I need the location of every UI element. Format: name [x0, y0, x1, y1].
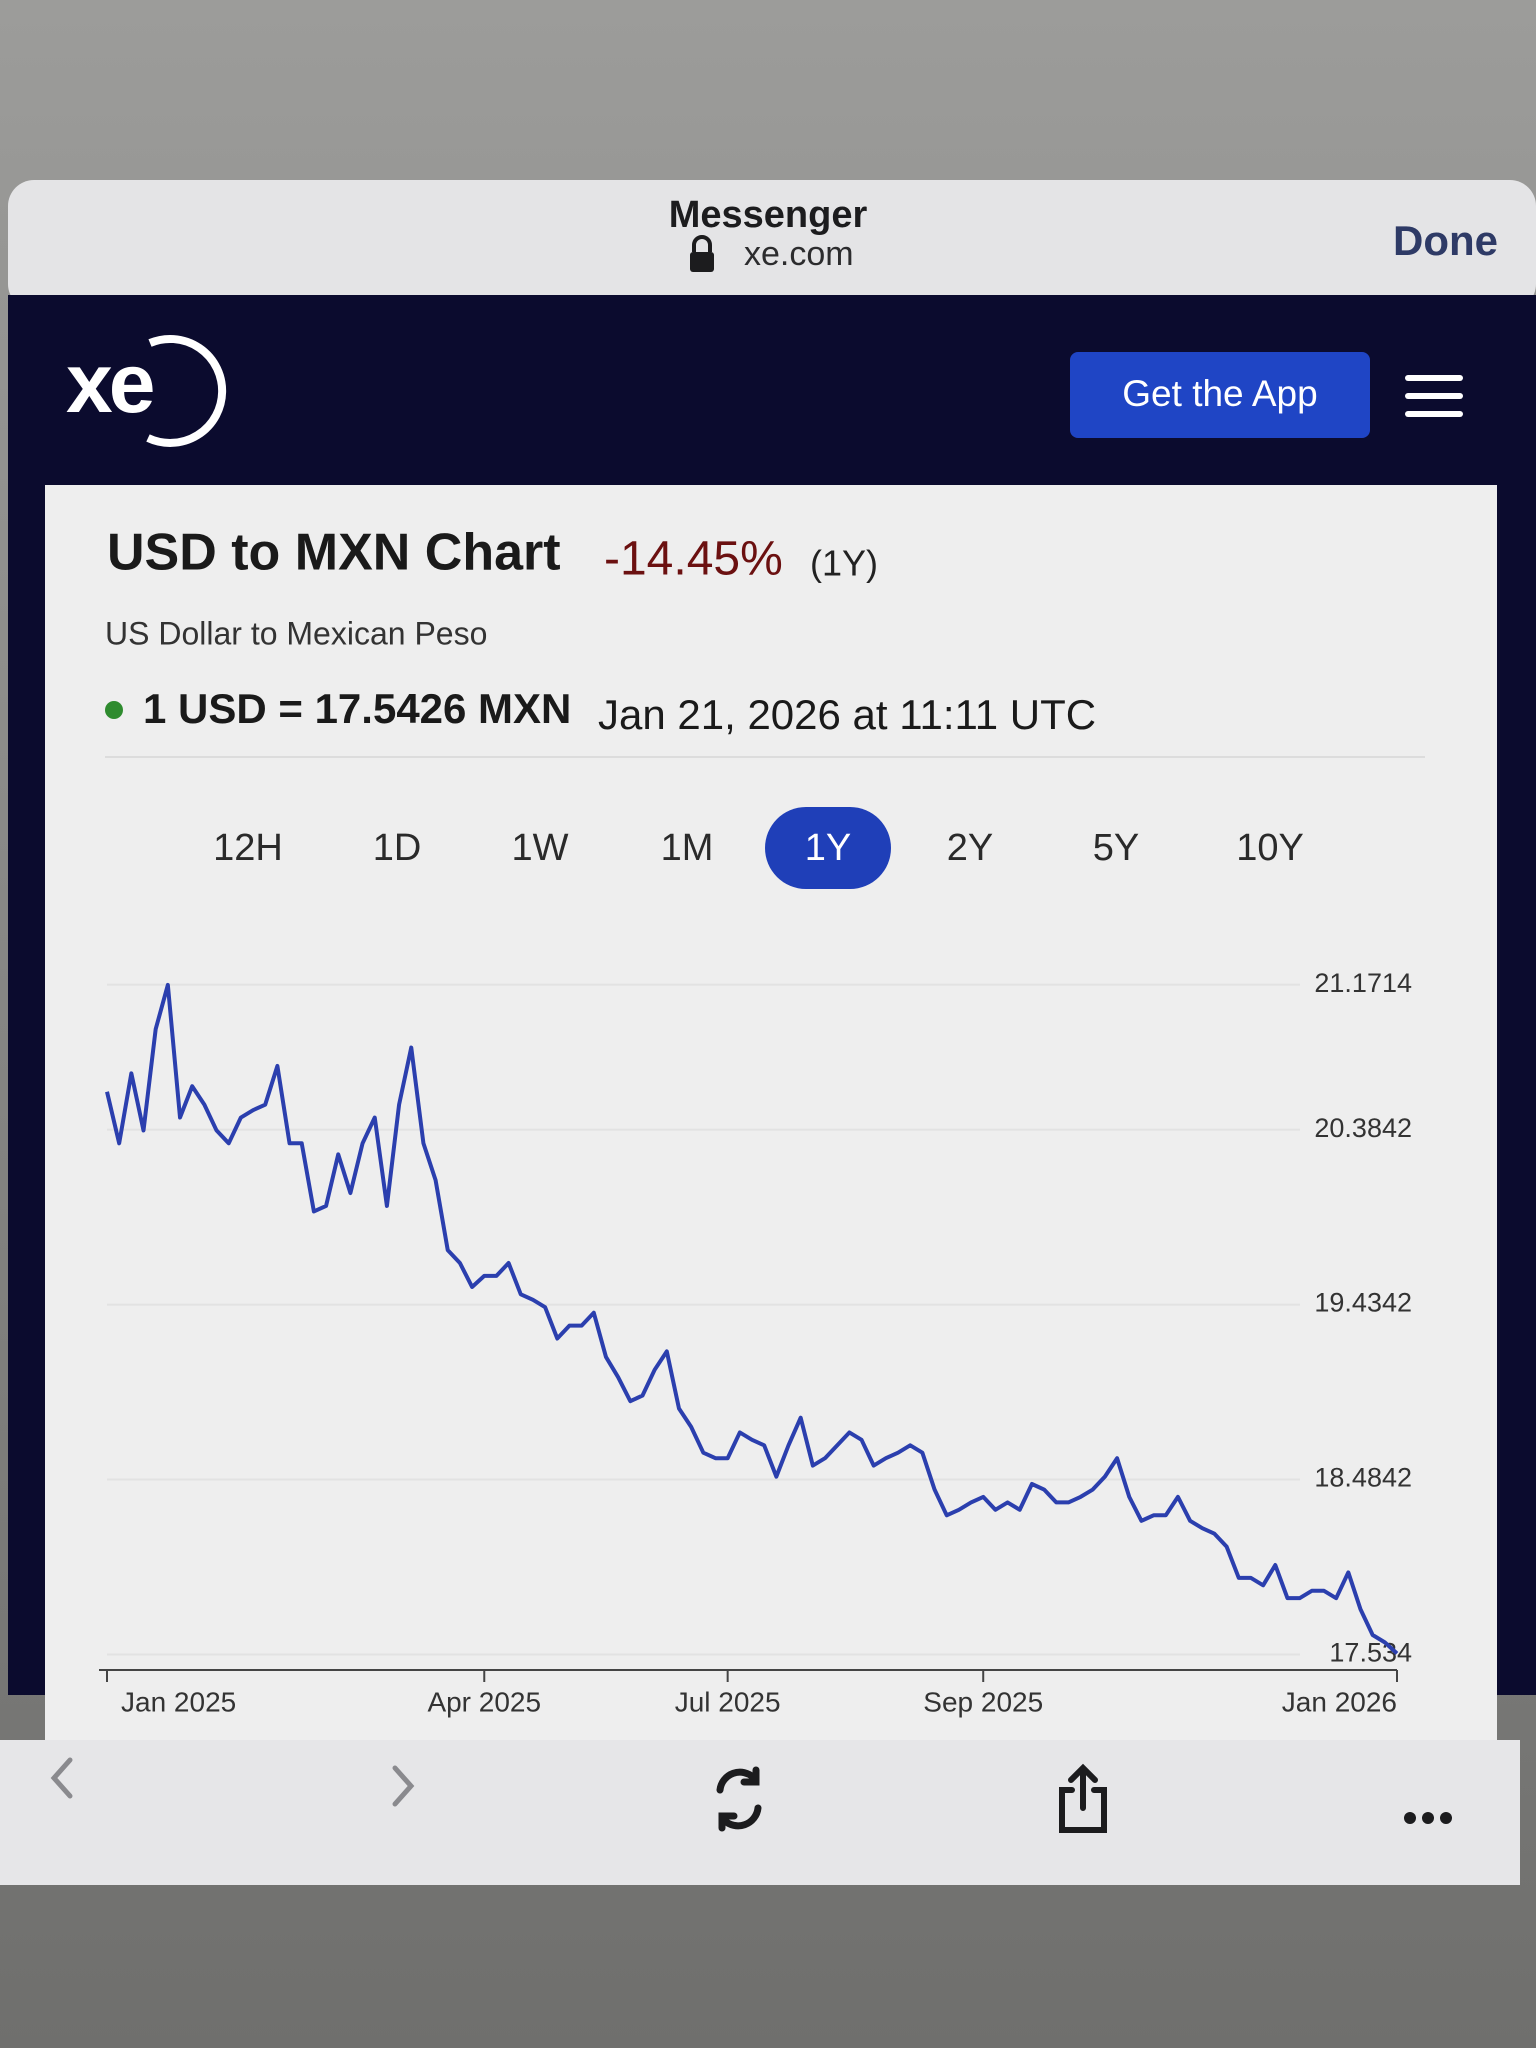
y-tick-label: 20.3842	[1314, 1113, 1412, 1143]
chart: 21.1714 20.3842 19.4342 18.4842 17.534 Jan 20…	[99, 968, 1412, 1717]
range-button[interactable]: 1Y	[765, 807, 891, 889]
range-pill[interactable]	[765, 807, 891, 889]
change-percent: -14.45%	[604, 533, 783, 586]
y-tick-label: 19.4342	[1314, 1288, 1412, 1318]
logo-ring	[146, 335, 227, 447]
share-button[interactable]	[1059, 1763, 1107, 1833]
done-button[interactable]: Done	[1393, 217, 1498, 264]
range-label[interactable]: 10Y	[1236, 827, 1304, 869]
chart-title: USD to MXN Chart	[107, 524, 561, 582]
range-label[interactable]: 1W	[512, 827, 569, 869]
y-tick-label: 17.534	[1329, 1638, 1412, 1668]
range-selector: 12H 1D 1W 1M 1Y 2Y 5Y 10Y	[213, 807, 1304, 889]
x-tick-label: Apr 2025	[427, 1686, 541, 1717]
rate: 1 USD = 17.5426 MXN	[143, 685, 571, 732]
menu-icon[interactable]	[1405, 375, 1463, 417]
lock-icon	[690, 235, 714, 272]
xe-logo[interactable]: xe	[66, 335, 227, 447]
reload-button[interactable]	[716, 1766, 762, 1832]
logo-text: xe	[66, 336, 153, 430]
get-app-button[interactable]	[1070, 352, 1370, 438]
get-app-label[interactable]: Get the App	[1122, 373, 1317, 414]
back-button[interactable]	[50, 1757, 73, 1799]
browser-title: Messenger	[669, 194, 868, 236]
browser-url: xe.com	[744, 235, 854, 273]
forward-button[interactable]	[392, 1765, 415, 1807]
range-button[interactable]: 10Y	[1236, 827, 1304, 869]
range-label[interactable]: 1M	[661, 827, 714, 869]
x-tick-label: Jan 2026	[1282, 1686, 1397, 1717]
x-tick-label: Sep 2025	[923, 1686, 1043, 1717]
range-button[interactable]: 1W	[512, 827, 569, 869]
browser-bar	[8, 180, 1536, 310]
range-label[interactable]: 5Y	[1093, 827, 1139, 869]
range-button[interactable]: 12H	[213, 827, 283, 869]
x-tick-label: Jan 2025	[121, 1686, 236, 1717]
range-button[interactable]: 5Y	[1093, 827, 1139, 869]
more-button[interactable]	[1404, 1812, 1452, 1824]
x-tick-label: Jul 2025	[675, 1686, 781, 1717]
live-dot	[105, 701, 123, 719]
range-button[interactable]: 1M	[661, 827, 714, 869]
subtitle: US Dollar to Mexican Peso	[105, 615, 487, 651]
y-tick-label: 21.1714	[1314, 968, 1412, 998]
change-period: (1Y)	[810, 543, 878, 584]
range-label[interactable]: 2Y	[947, 827, 993, 869]
range-button[interactable]: 1D	[373, 827, 422, 869]
range-button[interactable]: 2Y	[947, 827, 993, 869]
rate-line	[105, 982, 1399, 1655]
range-label[interactable]: 12H	[213, 827, 283, 869]
y-tick-label: 18.4842	[1314, 1463, 1412, 1493]
chart-card	[45, 485, 1497, 1745]
timestamp: Jan 21, 2026 at 11:11 UTC	[598, 691, 1096, 738]
range-label[interactable]: 1Y	[805, 827, 851, 869]
range-label[interactable]: 1D	[373, 827, 422, 869]
